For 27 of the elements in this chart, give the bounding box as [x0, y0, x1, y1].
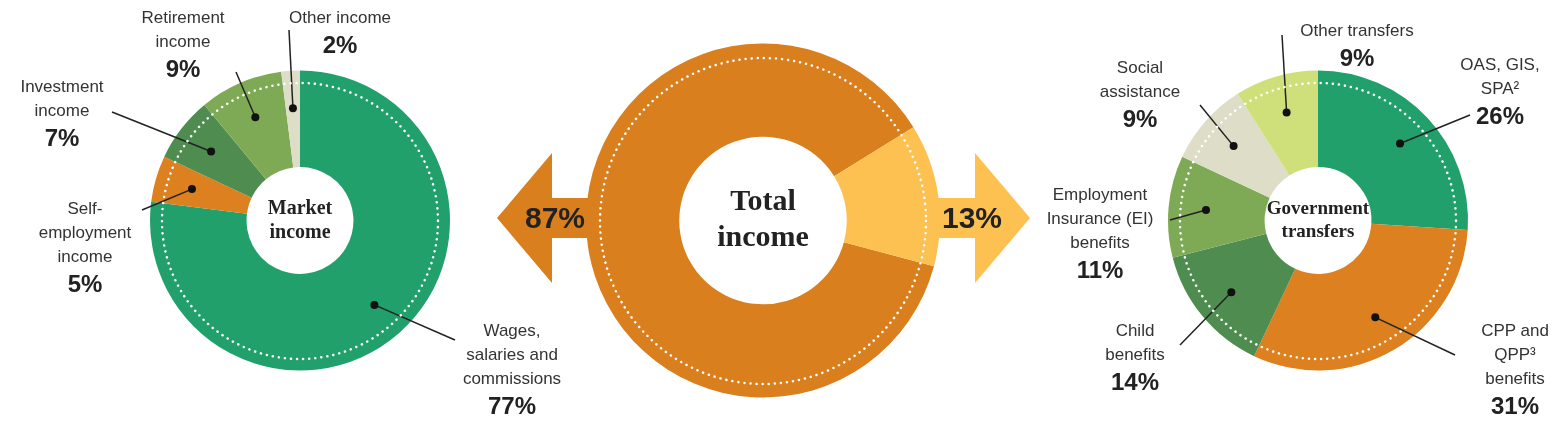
text: Government transfers: [1266, 197, 1370, 241]
slice-label: Wages, salaries and commissions: [462, 321, 562, 388]
slice-label: Other transfers: [1300, 21, 1414, 40]
slice-label: Employment Insurance (EI) benefits: [1046, 185, 1154, 252]
data-label: 31%: [1490, 392, 1540, 419]
data-label: 5%: [67, 270, 103, 297]
text: Market income: [267, 195, 333, 242]
data-label: 14%: [1110, 368, 1160, 395]
data-label: 9%: [1122, 105, 1158, 132]
slice-label: CPP and QPP³ benefits: [1481, 321, 1549, 388]
data-label: 26%: [1475, 102, 1525, 129]
data-label: 2%: [322, 31, 358, 58]
data-label: 13%: [941, 201, 1003, 235]
data-label: 11%: [1076, 256, 1124, 283]
slice-label: Social assistance: [1099, 58, 1181, 101]
data-label: 77%: [487, 392, 537, 419]
slice-label: OAS, GIS, SPA²: [1460, 55, 1540, 98]
slice-label: Other income: [288, 8, 392, 27]
slice-label: Investment income: [20, 77, 104, 120]
slice-label: Child benefits: [1105, 321, 1165, 364]
data-label: 87%: [524, 201, 586, 235]
data-label: 7%: [44, 124, 80, 151]
slice-label: Retirement income: [141, 8, 225, 51]
slice-label: Self-employment income: [38, 199, 132, 266]
data-label: 9%: [165, 55, 201, 82]
data-label: 9%: [1339, 44, 1375, 71]
text: Total income: [717, 183, 809, 253]
